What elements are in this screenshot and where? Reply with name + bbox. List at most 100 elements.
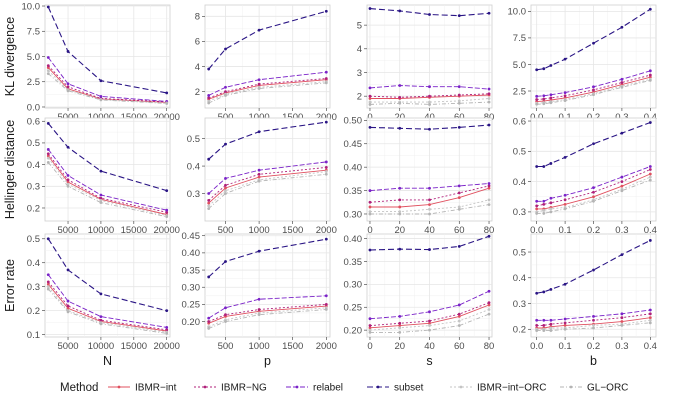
x-tick-label: 0.1: [558, 341, 571, 352]
data-point-ibmr-int: [563, 324, 567, 327]
y-tick-label: 0.3: [27, 182, 40, 193]
data-point-gl-orc: [535, 212, 539, 215]
x-tick-label: 0.2: [587, 225, 600, 236]
x-tick-label: 20000: [153, 225, 179, 236]
data-point-gl-orc: [324, 81, 328, 85]
series-line-ibmr-ng: [208, 166, 327, 201]
data-point-ibmr-ng: [457, 191, 461, 195]
legend: Method IBMR−int IBMR−NG relabel subset IBMR−i…: [60, 382, 628, 394]
data-point-ibmr-int-orc: [549, 207, 553, 211]
data-point-ibmr-int: [207, 201, 211, 205]
data-point-ibmr-int-orc: [487, 97, 491, 100]
data-point-ibmr-int-orc: [457, 99, 461, 103]
data-point-gl-orc: [563, 327, 567, 331]
data-point-ibmr-ng: [66, 304, 70, 308]
x-tick-label: 60: [454, 112, 465, 123]
data-point-gl-orc: [368, 103, 372, 106]
data-point-gl-orc: [99, 322, 103, 326]
data-point-ibmr-ng: [46, 280, 50, 284]
data-point-gl-orc: [66, 310, 70, 314]
x-tick-label: 1500: [282, 225, 303, 236]
data-point-ibmr-ng: [428, 198, 431, 202]
x-axis-title: s: [426, 354, 432, 368]
series-line-gl-orc: [208, 82, 327, 104]
data-point-relabel: [398, 186, 402, 190]
data-point-ibmr-ng: [648, 312, 652, 316]
data-point-subset: [457, 244, 461, 248]
data-point-subset: [487, 234, 491, 238]
y-tick-label: 0.1: [27, 330, 40, 341]
y-tick-label: 7.5: [27, 27, 40, 38]
x-tick-label: 5000: [57, 112, 78, 123]
series-line-ibmr-int-orc: [208, 171, 327, 207]
data-point-ibmr-ng: [620, 180, 624, 184]
x-tick-label: 2000: [316, 225, 337, 236]
y-tick-label: 0.5: [513, 147, 526, 158]
data-point-relabel: [398, 315, 402, 318]
data-point-ibmr-ng: [487, 92, 491, 96]
data-point-ibmr-ng: [549, 322, 553, 326]
data-point-ibmr-ng: [487, 301, 491, 305]
data-point-relabel: [549, 318, 553, 322]
data-point-ibmr-ng: [620, 316, 624, 320]
series-line-ibmr-int: [47, 284, 167, 332]
data-point-gl-orc: [224, 320, 227, 323]
y-tick-label: 5.0: [27, 52, 40, 63]
y-tick-label: 0.3: [513, 299, 526, 310]
data-point-gl-orc: [46, 72, 50, 76]
data-point-subset: [257, 249, 261, 253]
y-tick-label: 0.30: [344, 209, 363, 220]
data-point-gl-orc: [257, 179, 261, 183]
data-point-ibmr-ng: [563, 198, 567, 202]
x-tick-label: 20: [394, 112, 405, 123]
x-tick-label: 5000: [57, 225, 78, 236]
data-point-relabel: [542, 199, 546, 203]
data-point-ibmr-int: [224, 186, 227, 190]
series-line-ibmr-ng: [47, 65, 167, 103]
y-tick-label: 5: [357, 20, 362, 31]
data-point-ibmr-int-orc: [648, 175, 652, 179]
data-point-relabel: [99, 94, 103, 98]
data-point-ibmr-int-orc: [457, 205, 461, 209]
x-tick-label: 1000: [249, 341, 270, 352]
data-point-ibmr-int: [428, 321, 431, 325]
x-tick-label: 80: [484, 112, 495, 123]
legend-swatch-point: [295, 385, 299, 389]
data-point-ibmr-ng: [368, 94, 372, 98]
y-tick-label: 0.20: [182, 317, 201, 328]
data-point-subset: [428, 127, 431, 131]
data-point-subset: [257, 130, 261, 134]
data-point-ibmr-int: [66, 180, 70, 184]
data-point-ibmr-ng: [648, 168, 652, 171]
data-point-ibmr-ng: [542, 202, 546, 206]
data-point-ibmr-ng: [257, 308, 261, 311]
data-point-subset: [165, 189, 169, 193]
y-tick-label: 0.2: [513, 325, 526, 336]
data-point-subset: [563, 57, 567, 61]
data-point-subset: [207, 275, 211, 279]
x-axis-title: p: [264, 354, 271, 368]
data-point-ibmr-int-orc: [398, 326, 402, 330]
data-point-ibmr-int: [648, 75, 652, 79]
data-point-subset: [398, 126, 402, 130]
y-tick-label: 0.5: [513, 247, 526, 258]
data-point-ibmr-int-orc: [368, 210, 372, 214]
x-axis-title: N: [103, 354, 112, 368]
data-point-ibmr-int-orc: [648, 318, 652, 322]
y-tick-label: 0.50: [344, 116, 363, 127]
x-tick-label: 15000: [121, 112, 147, 123]
panel-2-1: 500 1000 1500 2000 0.20 0.25 0.30 0.35 0.40 0.45 p: [182, 231, 337, 368]
data-point-gl-orc: [398, 212, 402, 216]
x-tick-label: 0: [367, 225, 372, 236]
data-point-subset: [257, 28, 261, 32]
data-point-ibmr-int-orc: [46, 69, 50, 73]
legend-swatch-point: [203, 385, 207, 389]
data-point-ibmr-ng: [549, 201, 553, 205]
x-tick-label: 0.4: [644, 341, 657, 352]
y-tick-label: 2: [357, 91, 362, 102]
data-point-ibmr-ng: [207, 320, 211, 323]
data-point-relabel: [165, 326, 169, 329]
legend-label: subset: [394, 383, 424, 394]
series-line-ibmr-int: [208, 305, 327, 324]
data-point-relabel: [428, 310, 431, 314]
